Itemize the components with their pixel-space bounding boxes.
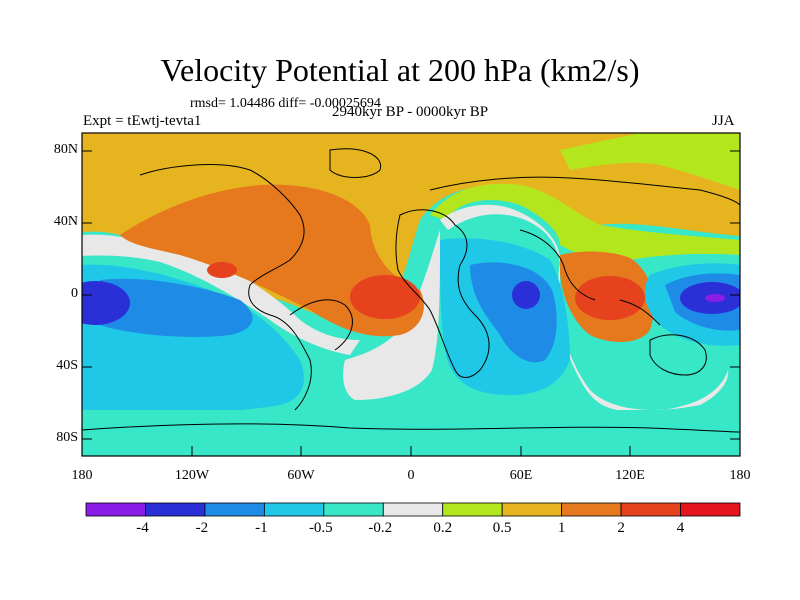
- colorbar-swatch: [680, 502, 741, 517]
- colorbar-label: -1: [255, 520, 268, 536]
- colorbar-label: -0.2: [368, 520, 393, 536]
- colorbar-label: -2: [195, 520, 209, 536]
- colorbar-label: 4: [676, 520, 685, 536]
- y-tick-label: 40N: [53, 214, 78, 229]
- y-tick-label: 80N: [53, 142, 78, 157]
- colorbar-label: 0.2: [433, 520, 453, 536]
- rmsd-label: rmsd= 1.04486 diff= -0.00025694: [190, 96, 381, 111]
- colorbar-label: 0.5: [492, 520, 512, 536]
- x-tick-label: 120W: [174, 468, 210, 483]
- season-label: JJA: [712, 113, 735, 129]
- period-label: 2940kyr BP - 0000kyr BP: [331, 104, 489, 120]
- y-tick-label: 40S: [56, 358, 78, 373]
- colorbar-swatch: [263, 502, 325, 517]
- x-tick-label: 180: [729, 468, 751, 483]
- x-tick-label: 120E: [615, 468, 645, 483]
- colorbar-label: -4: [136, 520, 149, 536]
- axis-ticks: [81, 150, 741, 456]
- coastlines: [82, 148, 740, 433]
- colorbar-swatch: [145, 502, 206, 517]
- colorbar-swatch: [382, 502, 444, 517]
- colorbar-swatch: [620, 502, 681, 517]
- x-tick-label: 0: [407, 468, 415, 483]
- colorbar-swatch: [204, 502, 265, 517]
- colorbar-swatch: [323, 502, 384, 517]
- map-field: [82, 133, 740, 456]
- colorbar-swatch: [85, 502, 146, 517]
- plot-title: Velocity Potential at 200 hPa (km2/s): [160, 52, 640, 88]
- colorbar: [85, 502, 741, 517]
- colorbar-swatch: [561, 502, 622, 517]
- colorbar-label: -0.5: [308, 520, 333, 536]
- colorbar-swatch: [501, 502, 563, 517]
- colorbar-label: 2: [617, 520, 625, 536]
- colorbar-label: 1: [557, 520, 566, 536]
- y-tick-label: 0: [71, 286, 78, 301]
- y-tick-label: 80S: [56, 430, 78, 445]
- colorbar-swatch: [442, 502, 503, 517]
- x-tick-label: 60E: [509, 468, 533, 483]
- experiment-label: Expt = tEwtj-tevta1: [83, 113, 202, 129]
- x-tick-label: 180: [71, 468, 93, 483]
- x-tick-label: 60W: [287, 468, 315, 483]
